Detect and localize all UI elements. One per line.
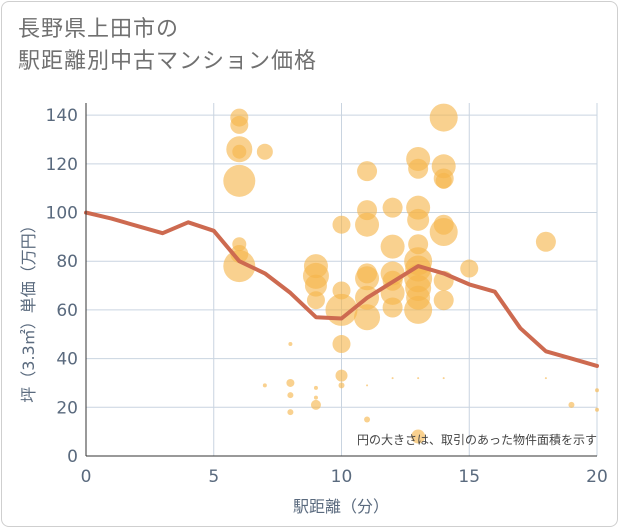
bubble-point: [313, 395, 318, 400]
bubble-point: [366, 384, 369, 387]
bubble-point: [408, 158, 429, 179]
bubble-point: [355, 266, 380, 291]
bubble-point: [223, 250, 256, 283]
bubble-point: [357, 161, 378, 182]
x-tick-label: 10: [331, 467, 353, 487]
bubble-point: [535, 231, 556, 252]
x-tick-label: 15: [458, 467, 480, 487]
bubble-point: [310, 399, 321, 410]
y-tick-label: 40: [56, 350, 78, 370]
y-tick-label: 80: [56, 252, 78, 272]
chart-title-line-2: 駅距離別中古マンション価格: [18, 49, 318, 74]
bubble-point: [429, 103, 458, 132]
bubble-point: [335, 369, 348, 382]
y-tick-label: 0: [67, 447, 78, 467]
trend-line-series: [84, 210, 599, 368]
y-tick-label: 60: [56, 301, 78, 321]
bubble-point: [338, 382, 345, 389]
bubble-point: [364, 416, 371, 423]
bubble-point: [595, 407, 599, 412]
x-axis-title: 駅距離（分）: [293, 497, 389, 516]
bubble-point: [223, 164, 256, 197]
axes: 0 20 40 60 80 100 120 140 0 5 10 15 20: [46, 103, 608, 487]
y-axis-title: 坪（3.3㎡）単価（万円）: [19, 217, 38, 402]
bubble-point: [262, 383, 267, 388]
bubble-point: [544, 377, 547, 380]
bubble-point: [287, 409, 294, 416]
bubble-point: [230, 115, 249, 134]
x-tick-label: 20: [586, 467, 608, 487]
y-tick-label: 120: [46, 155, 78, 175]
bubble-point: [256, 143, 273, 160]
bubble-point: [435, 172, 452, 189]
bubble-point: [407, 208, 430, 231]
x-tick-label: 0: [81, 467, 92, 487]
bubble-point: [232, 144, 247, 159]
bubble-point: [433, 290, 454, 311]
bubble-point: [429, 218, 458, 247]
bubble-point: [442, 377, 445, 380]
average-price-line: [84, 210, 599, 368]
bubble-point: [382, 197, 403, 218]
bubble-point: [411, 429, 426, 444]
y-tick-label: 20: [56, 398, 78, 418]
bubble-point: [332, 335, 351, 354]
bubble-point: [391, 377, 394, 380]
bubble-point: [304, 274, 327, 297]
bubble-point: [288, 342, 293, 347]
chart-title-line-1: 長野県上田市の: [18, 17, 180, 42]
bubble-point: [355, 212, 380, 237]
bubble-point: [404, 295, 433, 324]
y-tick-label: 100: [46, 204, 78, 224]
bubble-point: [286, 378, 295, 387]
chart-title: 長野県上田市の 駅距離別中古マンション価格: [18, 14, 317, 78]
bubble-point: [568, 401, 575, 408]
bubble-point: [332, 215, 351, 234]
bubble-point: [287, 392, 294, 399]
bubble-point: [380, 234, 405, 259]
x-tick-label: 5: [208, 467, 219, 487]
bubble-point: [313, 385, 318, 390]
bubble-series: [223, 103, 599, 444]
bubble-point: [417, 377, 420, 380]
grid-lines: [85, 103, 598, 457]
bubble-point: [460, 259, 479, 278]
y-tick-label: 140: [46, 106, 78, 126]
bubble-point: [354, 304, 381, 331]
bubble-point: [382, 297, 403, 318]
bubble-size-note: 円の大きさは、取引のあった物件面積を示す: [357, 432, 597, 447]
bubble-point: [306, 291, 325, 310]
bubble-point: [595, 388, 599, 393]
